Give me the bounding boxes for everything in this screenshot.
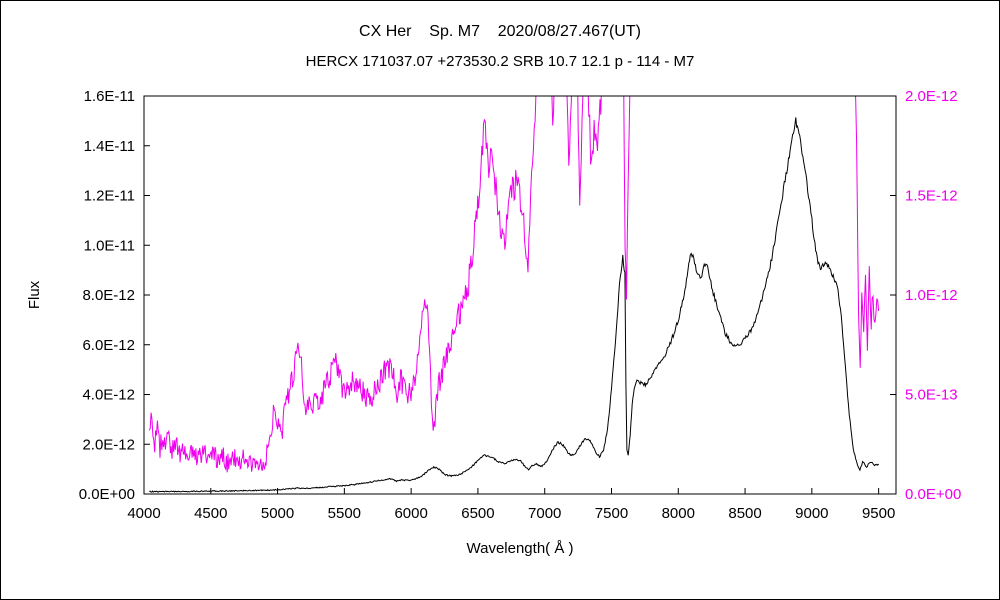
x-tick-label: 5500 <box>328 505 361 522</box>
x-tick-label: 5000 <box>261 505 294 522</box>
x-tick-label: 9000 <box>795 505 828 522</box>
x-tick-label: 7500 <box>595 505 628 522</box>
right-tick-label: 1.5E-12 <box>905 188 958 205</box>
axes-box <box>143 95 897 495</box>
left-tick-label: 1.0E-11 <box>84 237 135 254</box>
x-tick-label: 6000 <box>394 505 427 522</box>
x-tick-label: 8500 <box>728 505 761 522</box>
left-tick-label: 1.6E-11 <box>84 88 135 105</box>
y-axis-label: Flux <box>26 280 43 309</box>
chart-title: CX Her Sp. M7 2020/08/27.467(UT) <box>359 23 641 40</box>
chart-subtitle: HERCX 171037.07 +273530.2 SRB 10.7 12.1 … <box>305 53 695 70</box>
left-tick-label: 2.0E-12 <box>82 436 135 453</box>
spectrum-black <box>149 117 879 493</box>
x-tick-label: 6500 <box>461 505 494 522</box>
left-tick-label: 1.2E-11 <box>84 188 135 205</box>
left-tick-label: 1.4E-11 <box>84 138 135 155</box>
right-tick-label: 1.0E-12 <box>905 287 958 304</box>
left-tick-label: 0.0E+00 <box>79 486 135 503</box>
left-tick-label: 6.0E-12 <box>82 337 135 354</box>
left-tick-label: 8.0E-12 <box>82 287 135 304</box>
left-tick-label: 4.0E-12 <box>82 387 135 404</box>
x-tick-label: 8000 <box>662 505 695 522</box>
x-tick-label: 4000 <box>127 505 160 522</box>
spectrum-magenta <box>148 96 880 473</box>
x-tick-label: 4500 <box>194 505 227 522</box>
x-tick-label: 7000 <box>528 505 561 522</box>
right-tick-label: 2.0E-12 <box>905 88 958 105</box>
x-axis-label: Wavelength( Å ) <box>467 540 574 557</box>
right-tick-label: 0.0E+00 <box>905 486 961 503</box>
right-tick-label: 5.0E-13 <box>905 387 958 404</box>
x-tick-label: 9500 <box>862 505 895 522</box>
